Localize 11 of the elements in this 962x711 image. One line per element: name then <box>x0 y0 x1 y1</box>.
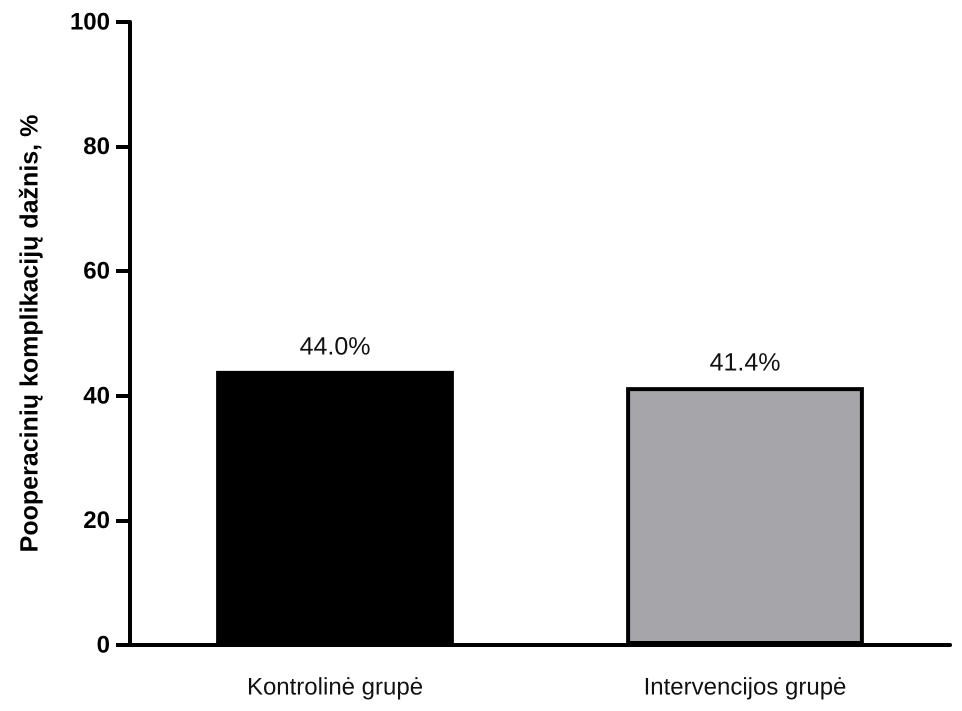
data-label: 41.4% <box>710 348 780 377</box>
y-tick-label: 80 <box>83 133 110 160</box>
data-label: 44.0% <box>300 332 370 360</box>
y-tick-label: 60 <box>83 258 110 285</box>
y-axis-title: Pooperacinių komplikacijų dažnis, % <box>16 114 44 552</box>
y-tick-label: 100 <box>70 8 110 36</box>
y-tick-label: 20 <box>83 506 110 534</box>
x-tick-label: Kontrolinė grupė <box>246 674 424 700</box>
y-tick-label: 0 <box>96 632 110 658</box>
x-tick-label: Intervencijos grupė <box>644 674 846 700</box>
y-tick-label: 40 <box>83 382 110 410</box>
